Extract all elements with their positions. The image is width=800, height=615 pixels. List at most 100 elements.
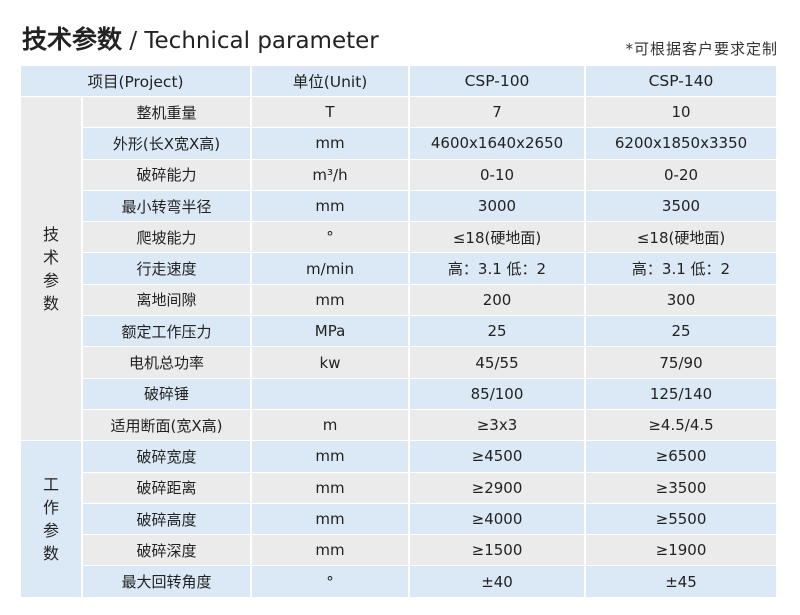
group-label-char: 作	[42, 498, 59, 517]
table-row: 爬坡能力 ° ≤18(硬地面) ≤18(硬地面)	[21, 222, 777, 253]
table-row: 破碎锤 85/100 125/140	[21, 378, 777, 409]
value-csp140: ≤18(硬地面)	[586, 222, 777, 253]
param-name: 最小转弯半径	[83, 190, 251, 222]
value-csp100: 200	[410, 284, 585, 316]
param-name: 破碎宽度	[83, 441, 251, 472]
param-unit: MPa	[252, 316, 409, 347]
value-csp140: ≥4.5/4.5	[586, 409, 777, 441]
param-unit: mm	[252, 441, 409, 472]
param-name: 破碎高度	[83, 503, 251, 535]
table-row: 行走速度 m/min 高：3.1 低：2 高：3.1 低：2	[21, 253, 777, 284]
value-csp100: ≥4500	[410, 441, 585, 472]
param-name: 电机总功率	[83, 347, 251, 378]
value-csp100: 高：3.1 低：2	[410, 253, 585, 284]
value-csp100: 3000	[410, 190, 585, 222]
header-unit: 单位(Unit)	[252, 66, 409, 96]
value-csp100: ≥1500	[410, 535, 585, 566]
table-row: 外形(长X宽X高) mm 4600x1640x2650 6200x1850x3350	[21, 128, 777, 159]
param-unit: m/min	[252, 253, 409, 284]
table-row: 破碎距离 mm ≥2900 ≥3500	[21, 472, 777, 503]
param-name: 破碎距离	[83, 472, 251, 503]
param-unit: mm	[252, 535, 409, 566]
group-label-char: 技	[42, 224, 59, 244]
param-name: 破碎能力	[83, 159, 251, 190]
value-csp140: 75/90	[586, 347, 777, 378]
param-name: 离地间隙	[83, 284, 251, 316]
group-label: 工作参数	[21, 441, 81, 597]
param-unit: °	[252, 222, 409, 253]
param-name: 行走速度	[83, 253, 251, 284]
table-row: 额定工作压力 MPa 25 25	[21, 316, 777, 347]
param-unit: mm	[252, 190, 409, 222]
value-csp140: ±45	[586, 566, 777, 597]
table-row: 破碎能力 m³/h 0-10 0-20	[21, 159, 777, 190]
value-csp140: 0-20	[586, 159, 777, 190]
param-name: 整机重量	[83, 97, 251, 128]
value-csp140: ≥5500	[586, 503, 777, 535]
group-label-char: 数	[42, 544, 59, 563]
group-label: 技术参数	[21, 97, 81, 441]
value-csp140: 3500	[586, 190, 777, 222]
param-name: 适用断面(宽X高)	[83, 409, 251, 441]
param-unit: mm	[252, 128, 409, 159]
value-csp100: 4600x1640x2650	[410, 128, 585, 159]
value-csp100: 85/100	[410, 378, 585, 409]
value-csp100: 7	[410, 97, 585, 128]
table-row: 电机总功率 kw 45/55 75/90	[21, 347, 777, 378]
param-unit	[252, 378, 409, 409]
group-label-char: 工	[42, 475, 59, 494]
parameter-table: 项目(Project) 单位(Unit) CSP-100 CSP-140 技术参…	[19, 65, 778, 598]
table-row: 工作参数破碎宽度 mm ≥4500 ≥6500	[21, 441, 777, 597]
value-csp140: 6200x1850x3350	[586, 128, 777, 159]
value-csp100: ±40	[410, 566, 585, 597]
param-unit: kw	[252, 347, 409, 378]
title-en: Technical parameter	[144, 28, 379, 54]
param-name: 破碎深度	[83, 535, 251, 566]
value-csp140: 高：3.1 低：2	[586, 253, 777, 284]
value-csp100: ≤18(硬地面)	[410, 222, 585, 253]
param-unit: m	[252, 409, 409, 441]
value-csp100: 0-10	[410, 159, 585, 190]
value-csp100: ≥2900	[410, 472, 585, 503]
value-csp100: 25	[410, 316, 585, 347]
customization-note: *可根据客户要求定制	[625, 40, 778, 58]
page-title: 技术参数 / Technical parameter	[22, 20, 379, 56]
param-unit: mm	[252, 472, 409, 503]
value-csp100: 45/55	[410, 347, 585, 378]
value-csp140: 25	[586, 316, 777, 347]
param-unit: T	[252, 97, 409, 128]
table-row: 破碎高度 mm ≥4000 ≥5500	[21, 503, 777, 535]
value-csp100: ≥3x3	[410, 409, 585, 441]
param-name: 破碎锤	[83, 378, 251, 409]
value-csp100: ≥4000	[410, 503, 585, 535]
param-name: 爬坡能力	[83, 222, 251, 253]
table-row: 最小转弯半径 mm 3000 3500	[21, 190, 777, 222]
param-name: 最大回转角度	[83, 566, 251, 597]
table-row: 最大回转角度 ° ±40 ±45	[21, 566, 777, 597]
param-name: 额定工作压力	[83, 316, 251, 347]
param-unit: m³/h	[252, 159, 409, 190]
group-label-char: 数	[42, 293, 59, 313]
value-csp140: 10	[586, 97, 777, 128]
value-csp140: ≥3500	[586, 472, 777, 503]
param-unit: mm	[252, 284, 409, 316]
title-separator: /	[122, 28, 145, 54]
group-label-char: 参	[42, 270, 59, 290]
header-model-csp100: CSP-100	[410, 66, 585, 96]
param-unit: °	[252, 566, 409, 597]
value-csp140: ≥6500	[586, 441, 777, 472]
param-unit: mm	[252, 503, 409, 535]
table-row: 离地间隙 mm 200 300	[21, 284, 777, 316]
table-row: 适用断面(宽X高) m ≥3x3 ≥4.5/4.5	[21, 409, 777, 441]
table-row: 破碎深度 mm ≥1500 ≥1900	[21, 535, 777, 566]
param-name: 外形(长X宽X高)	[83, 128, 251, 159]
header-row: 项目(Project) 单位(Unit) CSP-100 CSP-140	[21, 66, 777, 96]
header-project: 项目(Project)	[21, 66, 251, 96]
group-label-char: 术	[42, 247, 59, 267]
group-label-char: 参	[42, 521, 59, 540]
header-model-csp140: CSP-140	[586, 66, 777, 96]
value-csp140: 300	[586, 284, 777, 316]
value-csp140: 125/140	[586, 378, 777, 409]
value-csp140: ≥1900	[586, 535, 777, 566]
title-cn: 技术参数	[22, 25, 123, 54]
